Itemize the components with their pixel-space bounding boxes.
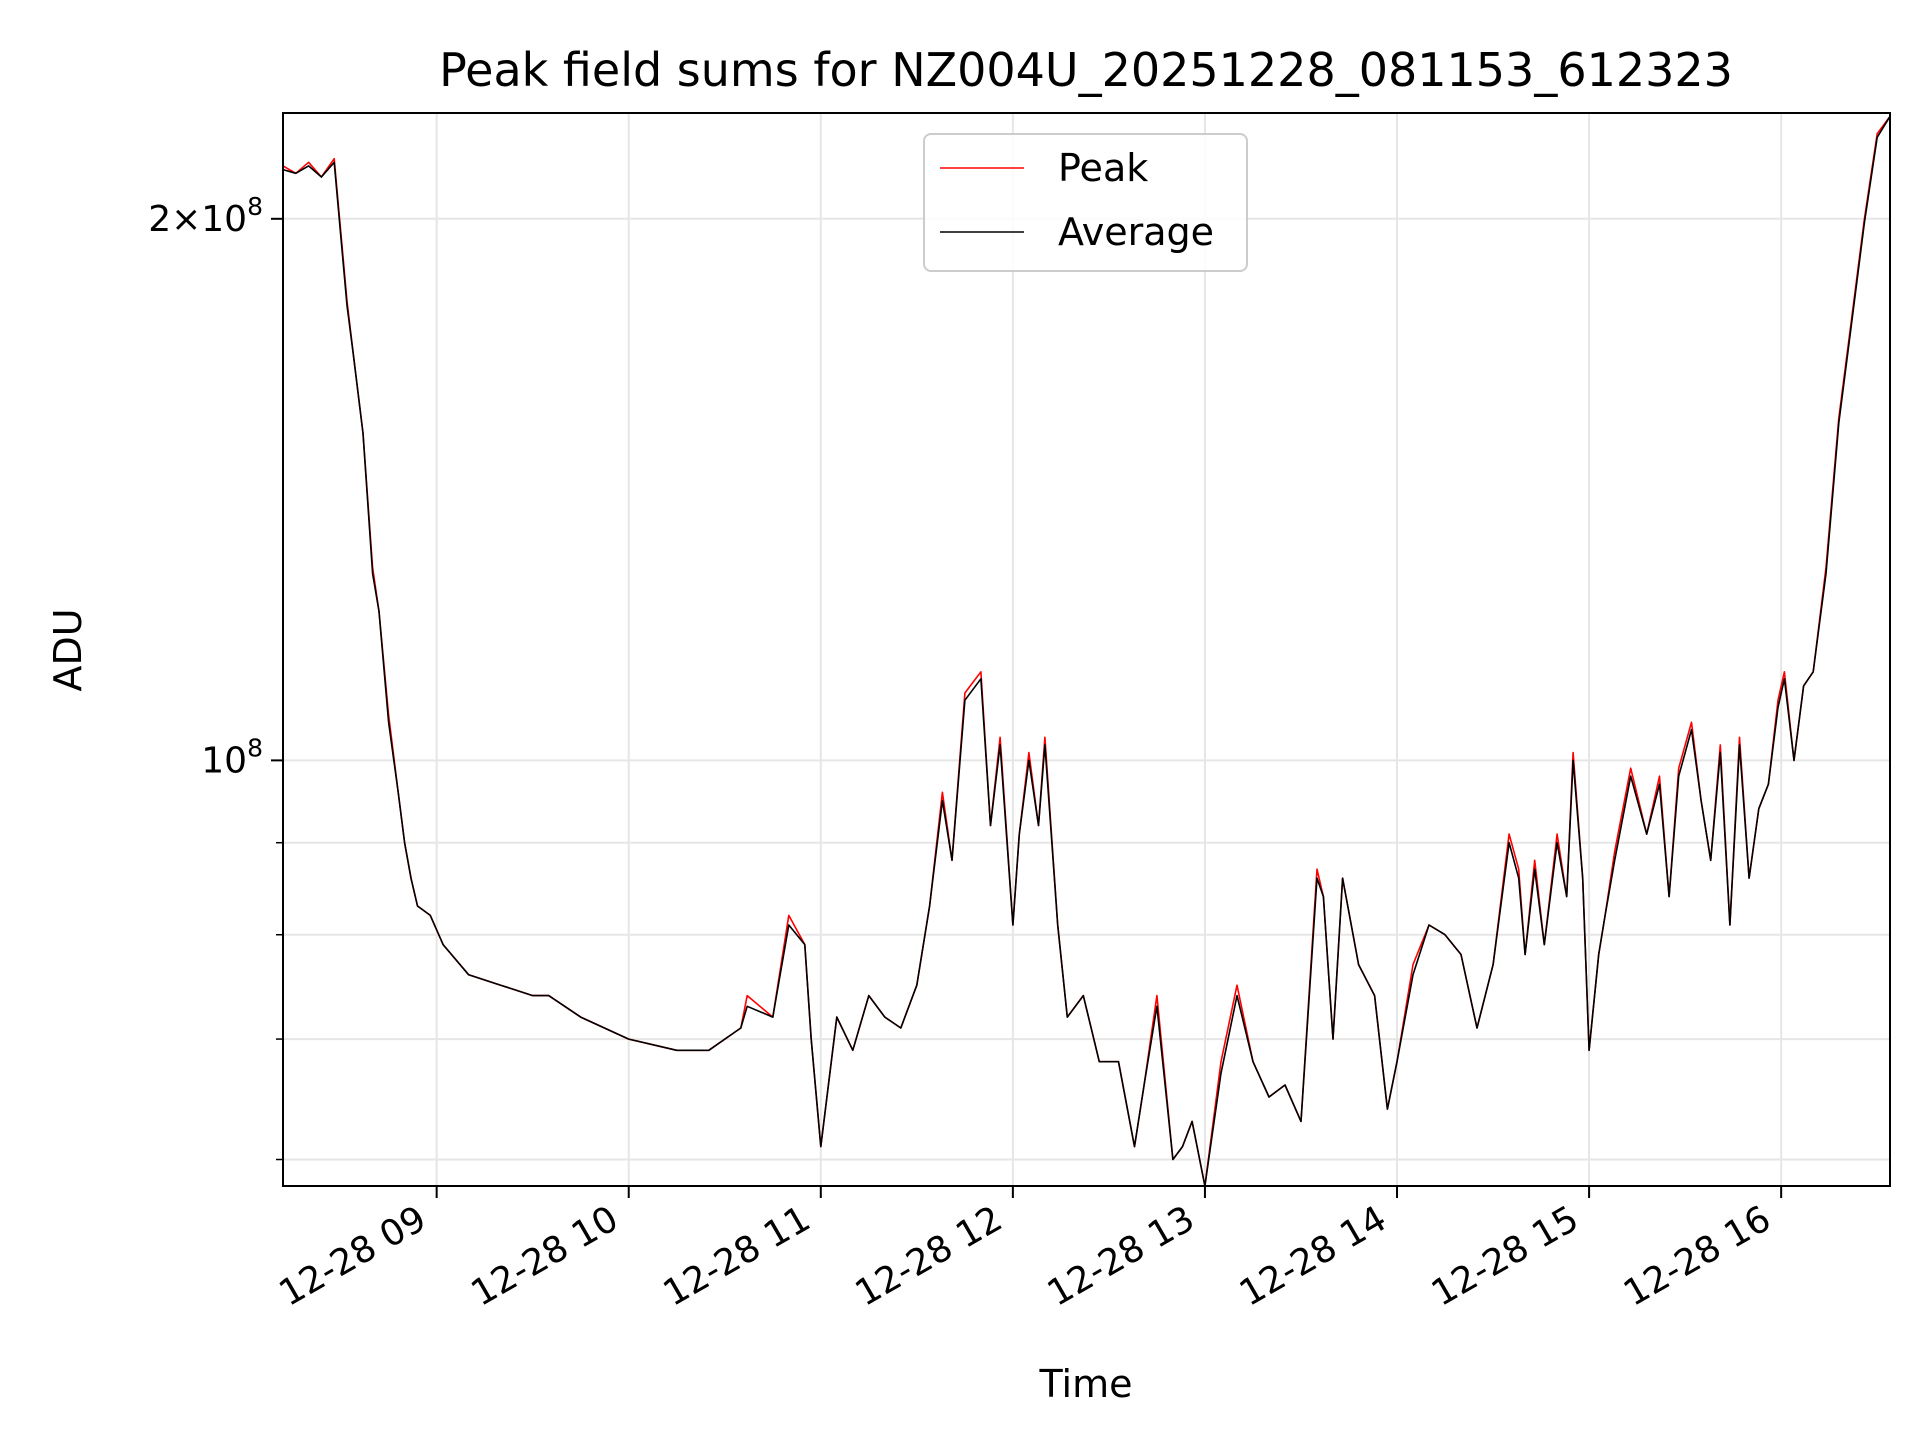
- y-tick-label: 108: [201, 733, 263, 781]
- plot-layer: [282, 115, 1891, 1187]
- legend-average-label: Average: [1058, 210, 1214, 254]
- series-line-average: [282, 115, 1891, 1187]
- x-axis-label: Time: [1039, 1362, 1133, 1406]
- legend-peak-label: Peak: [1058, 146, 1148, 190]
- y-axis-label: ADU: [46, 608, 90, 691]
- chart-title: Peak field sums for NZ004U_20251228_0811…: [439, 43, 1733, 97]
- plot-frame: [282, 112, 1891, 1187]
- legend: Peak Average: [923, 133, 1248, 272]
- y-tick-label: 2×108: [148, 192, 263, 240]
